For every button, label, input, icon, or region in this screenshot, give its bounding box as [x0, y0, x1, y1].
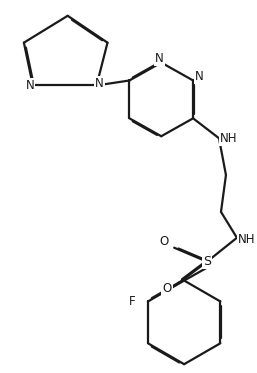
Text: N: N	[95, 77, 104, 90]
Text: O: O	[163, 282, 172, 295]
Text: S: S	[203, 255, 211, 268]
Text: F: F	[129, 295, 135, 308]
Text: N: N	[195, 70, 204, 83]
Text: O: O	[160, 235, 169, 248]
Text: N: N	[25, 79, 34, 92]
Text: NH: NH	[238, 233, 256, 246]
Text: NH: NH	[220, 132, 238, 145]
Text: N: N	[155, 52, 164, 65]
